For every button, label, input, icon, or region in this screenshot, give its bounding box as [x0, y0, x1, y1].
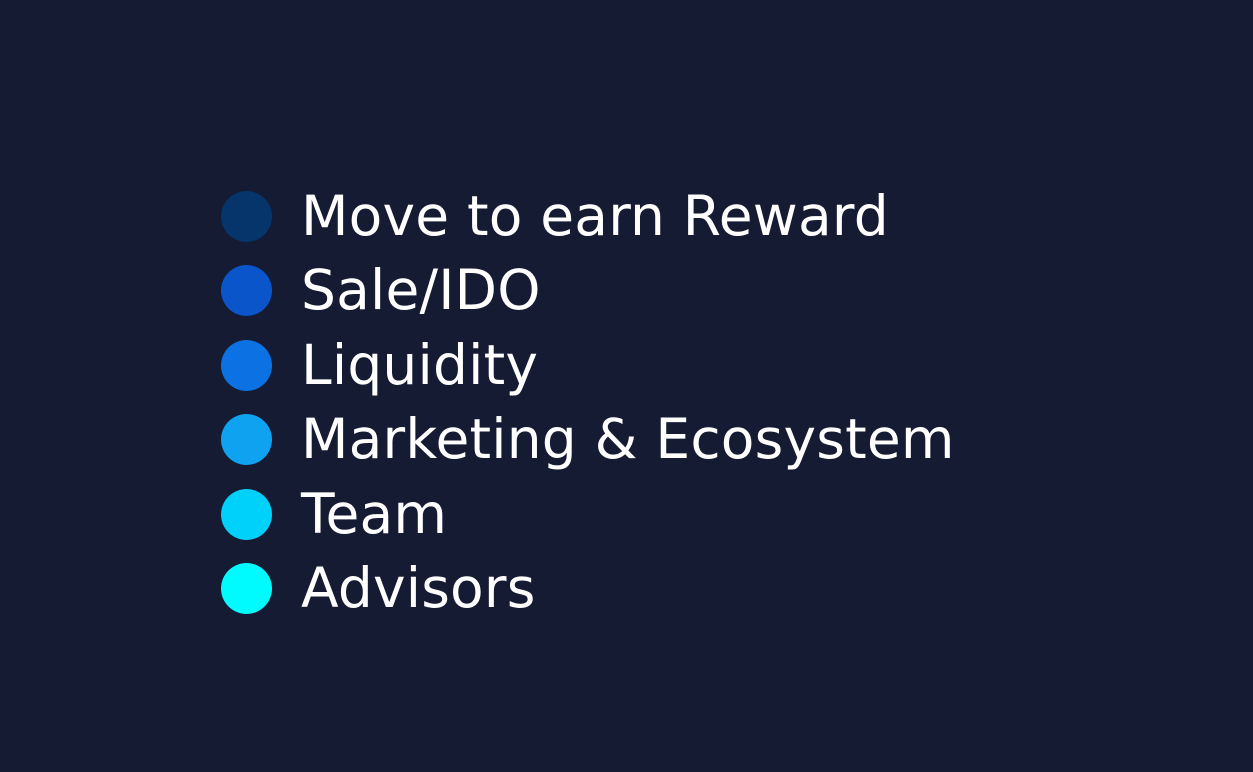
legend-swatch-liquidity	[221, 339, 272, 391]
legend-label-sale-ido: Sale/IDO	[301, 258, 541, 323]
chart-legend: Move to earn Reward Sale/IDO Liquidity M…	[221, 179, 1121, 626]
legend-item-liquidity: Liquidity	[221, 328, 1121, 403]
legend-swatch-sale-ido	[221, 265, 272, 317]
legend-swatch-move-to-earn-reward	[221, 190, 272, 242]
legend-swatch-marketing-ecosystem	[221, 414, 272, 466]
legend-swatch-team	[221, 488, 272, 540]
legend-item-marketing-ecosystem: Marketing & Ecosystem	[221, 403, 1121, 478]
legend-label-move-to-earn-reward: Move to earn Reward	[301, 183, 889, 248]
legend-label-team: Team	[301, 481, 448, 546]
legend-item-move-to-earn-reward: Move to earn Reward	[221, 179, 1121, 254]
legend-swatch-advisors	[221, 563, 272, 615]
legend-label-advisors: Advisors	[301, 556, 536, 621]
legend-item-sale-ido: Sale/IDO	[221, 254, 1121, 329]
legend-label-marketing-ecosystem: Marketing & Ecosystem	[301, 407, 955, 472]
legend-item-team: Team	[221, 477, 1121, 552]
legend-label-liquidity: Liquidity	[301, 332, 539, 397]
legend-item-advisors: Advisors	[221, 552, 1121, 627]
